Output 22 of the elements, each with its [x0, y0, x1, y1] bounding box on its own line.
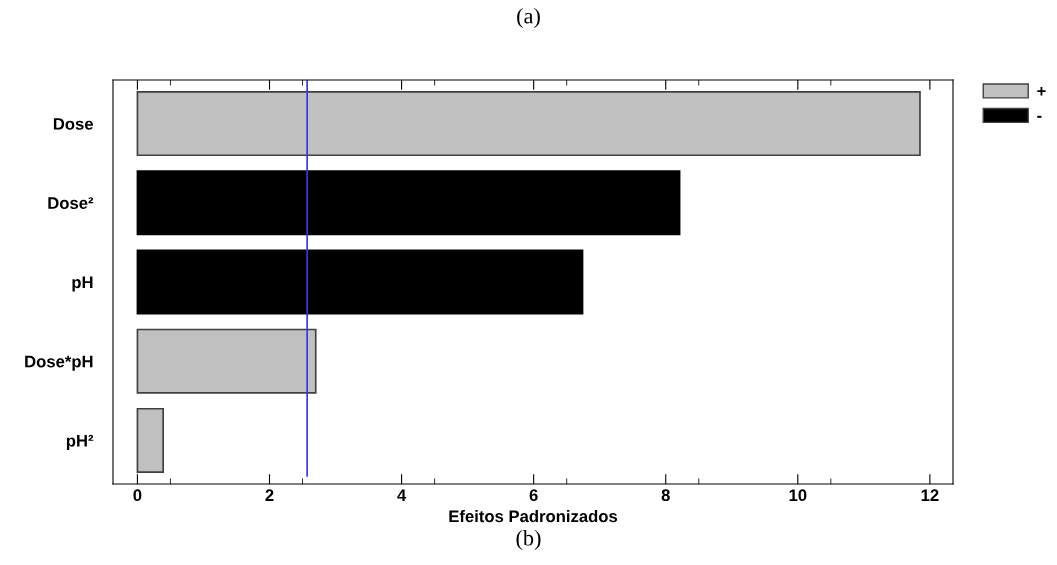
bar: [136, 249, 584, 315]
x-tick-label: 6: [529, 489, 538, 502]
bar: [136, 170, 681, 236]
bar: [136, 407, 165, 473]
x-axis-title: Efeitos Padronizados: [449, 509, 618, 523]
x-tick-label: 4: [397, 489, 407, 501]
y-tick-label: pH²: [66, 434, 94, 450]
y-tick-label: Dose²: [48, 197, 94, 209]
y-tick-label: Dose*pH: [25, 355, 93, 371]
x-tick-label: 10: [789, 489, 807, 502]
legend-label: -: [1037, 115, 1042, 118]
x-tick-label: 0: [133, 489, 142, 502]
x-tick-label: 8: [661, 489, 670, 502]
chart-title: (a): [517, 7, 540, 29]
y-tick-label: Dose: [53, 118, 93, 130]
text: (b): [516, 529, 541, 551]
legend-label: +: [1037, 86, 1046, 96]
bar: [136, 91, 921, 157]
x-tick-label: 2: [265, 489, 274, 501]
bar: [136, 328, 317, 394]
x-tick-label: 12: [921, 489, 939, 501]
y-tick-label: pH: [72, 276, 93, 292]
